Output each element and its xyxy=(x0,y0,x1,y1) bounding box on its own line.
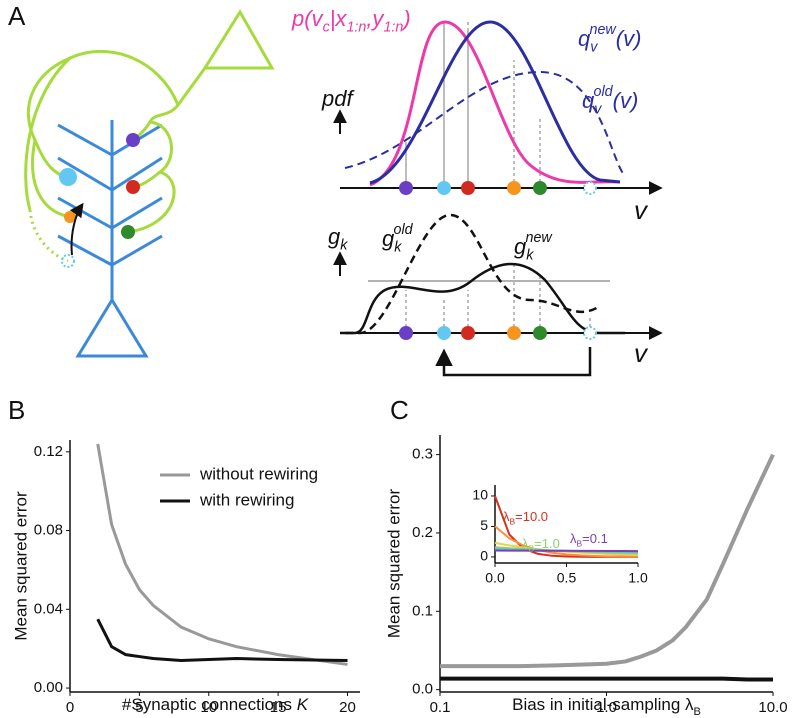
text-part: (v) xyxy=(613,88,639,113)
text-part: k xyxy=(394,239,402,255)
x-tick-label: 1.0 xyxy=(628,570,648,586)
v-label: v xyxy=(634,195,649,225)
line-series xyxy=(494,525,639,558)
neuron-diagram xyxy=(24,9,275,358)
pdf-label: pdf xyxy=(321,86,355,111)
panel-label: A xyxy=(8,1,26,31)
y-tick-label: 0.0 xyxy=(412,681,433,698)
x-axis-label: Bias in initial-sampling λB xyxy=(512,695,701,717)
line-series xyxy=(96,618,348,663)
annotation: λB=10.0 xyxy=(503,509,548,526)
text-part: B xyxy=(529,544,535,554)
panel-label: B xyxy=(8,395,25,425)
text-part: Bias in initial-sampling λ xyxy=(512,695,694,714)
line-series xyxy=(440,453,775,669)
line-series xyxy=(96,443,348,666)
text-part: ,y xyxy=(366,6,385,31)
y-tick-label: 0.12 xyxy=(34,443,63,460)
annotation: λB=0.1 xyxy=(570,531,608,548)
text-part: |x xyxy=(330,6,348,31)
x-tick-label: 15 xyxy=(270,699,287,716)
text-part: new xyxy=(590,22,618,38)
text-part: q xyxy=(578,26,591,51)
text-part: B xyxy=(694,706,701,718)
text-part: old xyxy=(594,84,614,100)
y-axis-label: Mean squared error xyxy=(11,491,30,641)
g-sketch xyxy=(333,213,663,377)
x-tick-label: 0.5 xyxy=(557,570,577,586)
line-series xyxy=(440,676,773,682)
text-part: =10.0 xyxy=(515,509,548,524)
annotation: λB=1.0 xyxy=(522,536,560,553)
line-series xyxy=(494,549,639,553)
x-tick-label: 0.0 xyxy=(485,570,505,586)
y-axis-label: Mean squared error xyxy=(384,489,403,639)
g-old-label: gkold xyxy=(382,222,414,256)
y-tick-label: 5 xyxy=(480,517,488,533)
x-tick-label: 1.0 xyxy=(596,699,617,716)
p-label: p(vc|x1:n,y1:n) xyxy=(291,6,411,36)
panel-label: C xyxy=(390,395,409,425)
text-part: ) xyxy=(400,6,410,31)
x-tick-label: 5 xyxy=(135,699,143,716)
y-tick-label: 0.04 xyxy=(34,600,63,617)
y-tick-label: 0 xyxy=(480,548,488,564)
g-new-label: gknew xyxy=(514,230,553,264)
x-tick-label: 10 xyxy=(200,699,217,716)
y-tick-label: 0.2 xyxy=(412,524,433,541)
text-part: g xyxy=(328,224,341,249)
text-part: #Synaptic connections xyxy=(122,695,297,714)
x-tick-label: 0.1 xyxy=(430,699,451,716)
g-label: gk xyxy=(328,224,348,254)
q-new-label: qvnew(v) xyxy=(578,22,641,56)
y-tick-label: 0.3 xyxy=(412,446,433,463)
text-part: λ xyxy=(522,536,529,551)
text-part: λ xyxy=(503,509,510,524)
y-tick-label: 10 xyxy=(472,487,488,503)
text-part: 1:n xyxy=(346,19,366,35)
text-part: (v) xyxy=(616,26,642,51)
v-label: v xyxy=(634,338,649,368)
q-old-label: qvold(v) xyxy=(582,84,638,118)
text-part: q xyxy=(582,88,595,113)
text-part: k xyxy=(340,237,348,253)
text-part: =1.0 xyxy=(534,536,560,551)
text-part: B xyxy=(510,517,516,527)
x-tick-label: 0 xyxy=(66,699,74,716)
text-part: 1:n xyxy=(383,19,403,35)
x-tick-label: 10.0 xyxy=(758,699,787,716)
text-part: =0.1 xyxy=(582,531,608,546)
y-tick-label: 0.08 xyxy=(34,522,63,539)
x-axis-label: #Synaptic connections K xyxy=(122,695,309,714)
text-part: g xyxy=(514,234,527,259)
text-part: k xyxy=(526,247,534,263)
text-part: c xyxy=(323,19,330,35)
text-part: K xyxy=(297,695,309,714)
text-part: old xyxy=(394,222,414,238)
text-part: λ xyxy=(570,531,577,546)
text-part: g xyxy=(382,226,395,251)
legend-label: with rewiring xyxy=(199,490,294,509)
legend-label: without rewiring xyxy=(199,464,318,483)
text-part: B xyxy=(577,539,583,549)
pdf-sketch xyxy=(333,20,663,195)
text-part: v xyxy=(590,39,598,55)
text-part: v xyxy=(594,101,602,117)
y-tick-label: 0.1 xyxy=(412,602,433,619)
x-tick-label: 20 xyxy=(339,699,356,716)
text-part: p(v xyxy=(291,6,325,31)
text-part: new xyxy=(526,230,554,246)
y-tick-label: 0.00 xyxy=(34,679,63,696)
